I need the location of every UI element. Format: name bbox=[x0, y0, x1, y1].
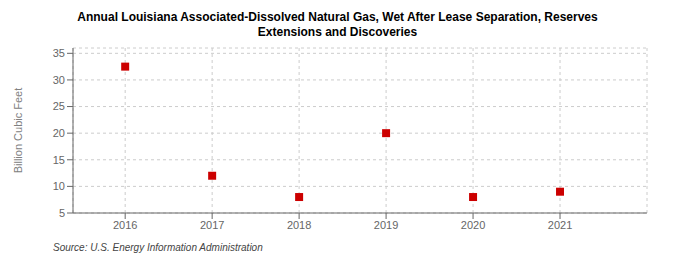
html-text:Source: U.S. Energy Informatio: Source: U.S. Energy Information Administ… bbox=[53, 242, 263, 253]
html-text:Annual Louisiana Associated-Di: Annual Louisiana Associated-Dissolved Na… bbox=[77, 10, 598, 39]
svg-text:2019: 2019 bbox=[374, 219, 398, 231]
svg-text:2018: 2018 bbox=[287, 219, 311, 231]
svg-text:2021: 2021 bbox=[548, 219, 572, 231]
svg-text:Billion Cubic Feet: Billion Cubic Feet bbox=[12, 88, 24, 174]
svg-text:25: 25 bbox=[53, 100, 65, 112]
svg-text:20: 20 bbox=[53, 127, 65, 139]
svg-text:30: 30 bbox=[53, 74, 65, 86]
svg-text:35: 35 bbox=[53, 47, 65, 59]
svg-text:15: 15 bbox=[53, 154, 65, 166]
svg-text:5: 5 bbox=[59, 207, 65, 219]
svg-text:2017: 2017 bbox=[200, 219, 224, 231]
svg-text:2020: 2020 bbox=[461, 219, 485, 231]
svg-text:2016: 2016 bbox=[113, 219, 137, 231]
svg-text:10: 10 bbox=[53, 180, 65, 192]
